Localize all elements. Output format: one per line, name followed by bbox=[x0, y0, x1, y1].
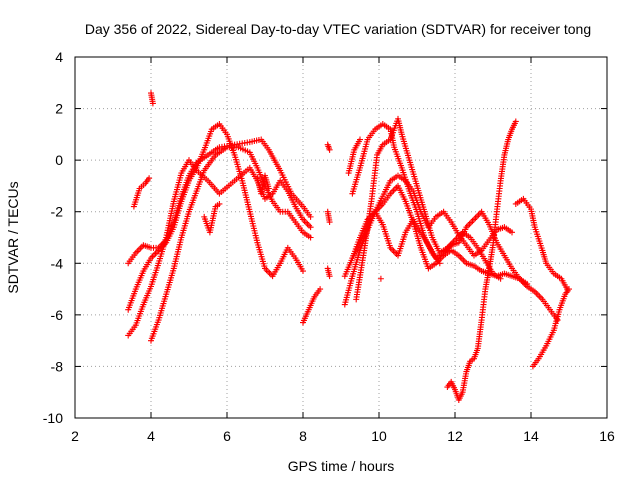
data-point bbox=[477, 210, 484, 217]
x-tick-label: 6 bbox=[223, 428, 231, 444]
y-tick-label: 4 bbox=[55, 49, 63, 65]
plot-frame bbox=[74, 56, 608, 419]
chart-title: Day 356 of 2022, Sidereal Day-to-day VTE… bbox=[85, 21, 591, 37]
data-point bbox=[134, 248, 141, 255]
data-point bbox=[303, 219, 310, 226]
data-point bbox=[460, 257, 467, 264]
data-point bbox=[307, 213, 314, 220]
x-tick-label: 16 bbox=[599, 428, 615, 444]
y-tick-label: -10 bbox=[43, 410, 63, 426]
x-tick-label: 14 bbox=[523, 428, 539, 444]
data-point bbox=[497, 275, 504, 282]
data-point bbox=[307, 234, 314, 241]
x-tick-label: 12 bbox=[447, 428, 463, 444]
data-point bbox=[149, 253, 156, 260]
data-point bbox=[146, 175, 153, 182]
data-point bbox=[533, 290, 540, 297]
data-point bbox=[512, 118, 519, 125]
data-point bbox=[357, 136, 363, 143]
y-tick-label: -2 bbox=[51, 204, 64, 220]
x-tick-label: 8 bbox=[299, 428, 307, 444]
data-point bbox=[307, 224, 314, 231]
data-point bbox=[216, 200, 223, 207]
y-axis-title: SDTVAR / TECUs bbox=[5, 181, 21, 293]
data-points bbox=[125, 90, 572, 403]
data-point bbox=[317, 286, 324, 293]
data-point bbox=[265, 268, 272, 275]
data-point bbox=[300, 268, 306, 275]
data-point bbox=[475, 211, 482, 218]
x-tick-label: 10 bbox=[371, 428, 387, 444]
data-point bbox=[534, 291, 541, 298]
data-point bbox=[377, 275, 384, 282]
data-point bbox=[472, 214, 479, 221]
data-point bbox=[149, 100, 156, 107]
data-point bbox=[135, 246, 142, 253]
data-point bbox=[457, 254, 464, 261]
y-tick-label: 0 bbox=[55, 152, 63, 168]
data-point bbox=[265, 185, 272, 192]
data-point bbox=[436, 260, 443, 267]
data-point bbox=[151, 252, 158, 259]
data-point bbox=[306, 222, 313, 229]
data-point bbox=[304, 221, 311, 228]
data-point bbox=[388, 189, 395, 196]
data-point bbox=[536, 293, 543, 300]
y-tick-label: -4 bbox=[51, 255, 64, 271]
data-point bbox=[566, 286, 572, 293]
data-point bbox=[138, 243, 145, 250]
data-point bbox=[458, 255, 465, 262]
x-axis-title: GPS time / hours bbox=[288, 458, 395, 474]
x-tick-label: 2 bbox=[71, 428, 79, 444]
data-point bbox=[326, 219, 333, 226]
data-point bbox=[509, 229, 515, 236]
data-point bbox=[266, 270, 273, 277]
data-point bbox=[268, 271, 275, 278]
data-point bbox=[469, 217, 476, 224]
data-point bbox=[326, 273, 333, 280]
axis-ticks: 2 4 6 8 10 12 14 16 -10 -8 -6 -4 -2 0 2 4 bbox=[43, 49, 615, 444]
data-point bbox=[326, 146, 333, 153]
x-tick-label: 4 bbox=[147, 428, 155, 444]
y-tick-label: -8 bbox=[51, 358, 64, 374]
data-point bbox=[152, 250, 159, 257]
data-point bbox=[391, 186, 398, 193]
y-tick-label: -6 bbox=[51, 307, 64, 323]
data-point bbox=[301, 217, 308, 224]
data-point bbox=[537, 294, 544, 301]
data-point bbox=[471, 216, 477, 223]
y-tick-label: 2 bbox=[55, 101, 63, 117]
data-point bbox=[391, 249, 398, 256]
data-point bbox=[390, 187, 397, 194]
data-point bbox=[466, 221, 473, 228]
data-point bbox=[467, 219, 474, 226]
data-point bbox=[390, 247, 397, 254]
grid bbox=[75, 57, 607, 418]
data-point bbox=[474, 213, 481, 220]
